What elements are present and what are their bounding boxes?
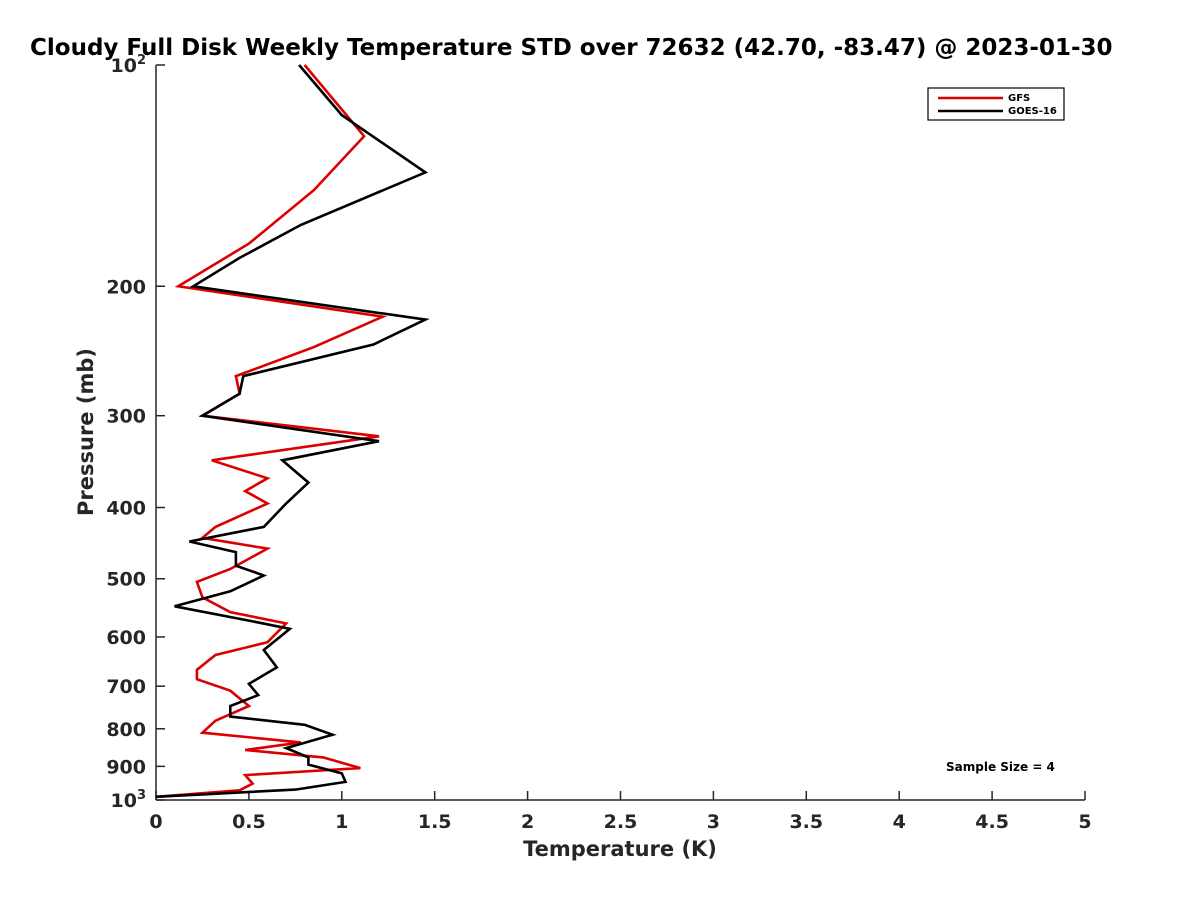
sample-size-annotation: Sample Size = 4 bbox=[946, 760, 1055, 774]
x-tick-label: 0 bbox=[149, 811, 162, 833]
y-tick-label: 700 bbox=[106, 676, 146, 698]
y-tick-label: 600 bbox=[106, 627, 146, 649]
plot-area bbox=[155, 65, 1085, 801]
y-axis-title: Pressure (mb) bbox=[74, 348, 98, 516]
x-tick-label: 3 bbox=[707, 811, 720, 833]
x-tick-label: 1.5 bbox=[418, 811, 452, 833]
x-tick-label: 4 bbox=[893, 811, 906, 833]
y-tick-label: 102 bbox=[111, 53, 147, 77]
y-tick-label: 500 bbox=[106, 569, 146, 591]
chart-title: Cloudy Full Disk Weekly Temperature STD … bbox=[30, 35, 1113, 61]
x-ticks: 0 0.5 1 1.5 2 2.5 3 3.5 4 4.5 5 bbox=[149, 791, 1092, 833]
series-line-goes16 bbox=[155, 64, 430, 799]
y-tick-label: 200 bbox=[106, 276, 146, 298]
legend-box bbox=[927, 87, 1065, 121]
series-lines bbox=[155, 64, 430, 799]
legend: GFS GOES-16 bbox=[927, 87, 1065, 121]
y-tick-label: 300 bbox=[106, 406, 146, 428]
x-tick-label: 0.5 bbox=[232, 811, 266, 833]
y-tick-label: 900 bbox=[106, 756, 146, 778]
x-tick-label: 3.5 bbox=[789, 811, 823, 833]
y-tick-label: 103 bbox=[111, 788, 147, 812]
legend-label-gfs: GFS bbox=[1008, 93, 1030, 104]
x-tick-label: 2.5 bbox=[604, 811, 638, 833]
series-line-gfs bbox=[155, 64, 388, 799]
x-tick-label: 5 bbox=[1078, 811, 1091, 833]
y-tick-label: 400 bbox=[106, 498, 146, 520]
x-axis-title: Temperature (K) bbox=[523, 837, 717, 861]
y-tick-label: 800 bbox=[106, 719, 146, 741]
legend-label-goes16: GOES-16 bbox=[1008, 106, 1057, 117]
y-ticks: 102 200 300 400 500 600 700 800 900 103 bbox=[106, 53, 165, 812]
x-tick-label: 2 bbox=[521, 811, 534, 833]
x-tick-label: 1 bbox=[335, 811, 348, 833]
x-tick-label: 4.5 bbox=[975, 811, 1009, 833]
